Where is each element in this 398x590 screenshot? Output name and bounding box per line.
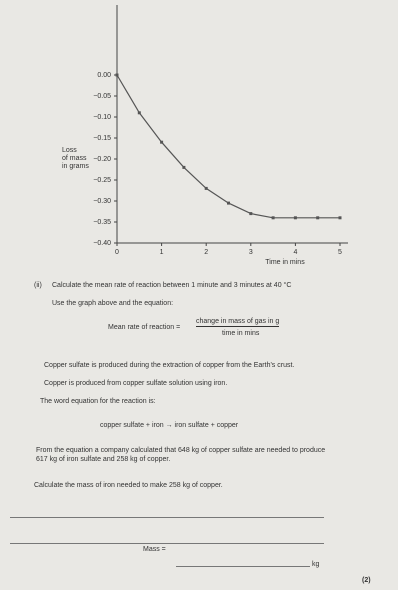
equation-lhs: Mean rate of reaction = (108, 324, 181, 331)
x-axis-label: Time in mins (265, 259, 305, 266)
y-tick-label: −0.05 (93, 93, 111, 100)
y-tick-label: −0.40 (93, 240, 111, 247)
line (116, 74, 340, 219)
marks: (2) (362, 577, 371, 584)
marker (137, 111, 141, 115)
marker (316, 216, 320, 220)
statement: From the equation a company calculated t… (36, 447, 326, 463)
question-number: (ii) (34, 282, 42, 289)
answer-line (10, 543, 324, 544)
x-tick-label: 0 (115, 249, 119, 256)
y-axis-label: in grams (62, 163, 89, 170)
x-tick-label: 3 (249, 249, 253, 256)
y-axis-label: of mass (62, 155, 87, 162)
y-tick-label: −0.25 (93, 177, 111, 184)
marker (182, 165, 186, 169)
task: Calculate the mass of iron needed to mak… (34, 482, 223, 489)
marker (271, 216, 275, 220)
x-tick-label: 5 (338, 249, 342, 256)
instruction: Use the graph above and the equation: (52, 300, 174, 307)
y-axis-label: Loss (62, 147, 77, 154)
y-tick-label: −0.35 (93, 219, 111, 226)
y-tick-label: −0.15 (93, 135, 111, 142)
y-tick-label: −0.10 (93, 114, 111, 121)
paragraph: Copper sulfate is produced during the ex… (44, 362, 295, 369)
equation-denominator: time in mins (222, 330, 260, 337)
marker (338, 216, 342, 220)
marker (115, 73, 119, 77)
marker (249, 212, 253, 216)
x-tick-label: 4 (293, 249, 297, 256)
x-tick-label: 1 (160, 249, 164, 256)
y-tick-label: −0.30 (93, 198, 111, 205)
marker (293, 216, 297, 220)
answer-line (176, 566, 310, 567)
paragraph: The word equation for the reaction is: (40, 398, 156, 405)
paragraph: Copper is produced from copper sulfate s… (44, 380, 228, 387)
marker (227, 201, 230, 205)
word-equation: copper sulfate + iron → iron sulfate + c… (100, 422, 239, 429)
question-text: Calculate the mean rate of reaction betw… (52, 282, 292, 289)
chart: Time in mins 0.00 −0.05 −0.10 −0.15 −0.20 −0.… (62, 5, 348, 266)
answer-label: Mass = (143, 546, 166, 553)
marker (204, 186, 208, 190)
y-tick-label: −0.20 (93, 156, 111, 163)
answer-unit: kg (312, 561, 320, 568)
answer-line (10, 517, 324, 518)
marker (160, 140, 164, 144)
y-tick-label: 0.00 (97, 72, 111, 79)
x-tick-label: 2 (204, 249, 208, 256)
equation-numerator: change in mass of gas in g (196, 318, 280, 327)
